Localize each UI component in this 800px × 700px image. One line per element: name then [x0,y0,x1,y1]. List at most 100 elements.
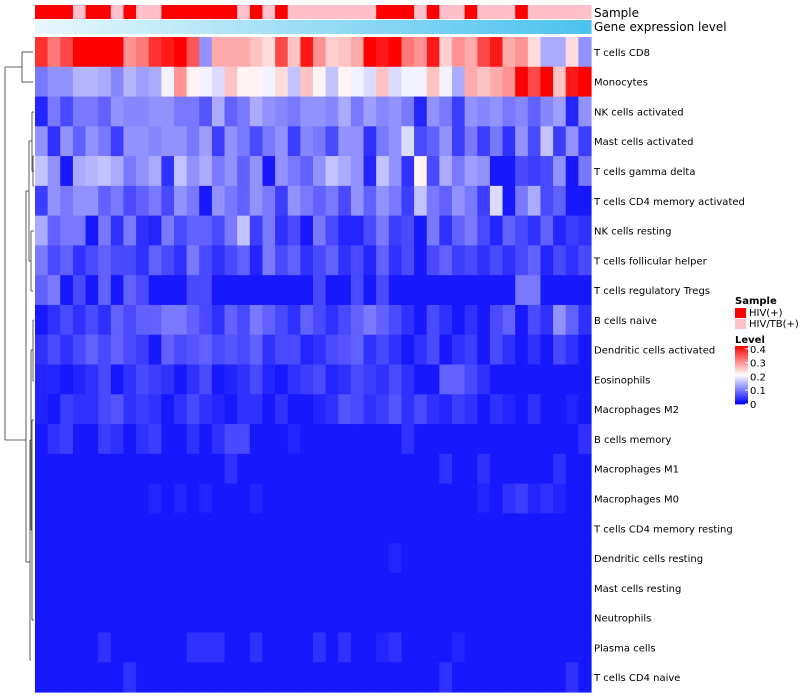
heatmap-cell [47,215,61,247]
heatmap-cell [565,632,579,663]
heatmap-cell [502,602,516,634]
heatmap-cell [199,364,213,395]
colorbar-segment [735,402,748,405]
heatmap-cell [224,304,238,336]
heatmap-cell [578,334,592,366]
heatmap-cell [211,275,226,306]
heatmap-cell [363,334,377,366]
heatmap-cell [237,126,251,157]
heatmap-cell [136,483,150,514]
heatmap-cell [439,543,453,574]
sample-annotation-cell [515,5,529,19]
heatmap-cell [161,513,175,544]
heatmap-cell [401,275,415,306]
heatmap-cell [565,275,579,306]
heatmap-cell [464,96,478,127]
colorbar-segment [735,380,748,383]
sample-annotation-cell [325,5,339,19]
heatmap-cell [578,394,592,425]
heatmap-cell [35,572,49,604]
heatmap-cell [72,483,87,514]
heatmap-cell [527,66,542,98]
expression-annotation-cell [426,20,440,34]
heatmap-cell [452,215,466,247]
heatmap-cell [224,66,238,98]
heatmap-cell [186,37,200,68]
heatmap-cell [489,543,504,574]
heatmap-cell [325,185,339,217]
heatmap-cell [123,513,137,544]
heatmap-cell [275,424,289,455]
heatmap-cell [110,572,125,604]
sample-annotation-cell [540,5,554,19]
heatmap-cell [148,394,162,425]
heatmap-cell [35,245,49,276]
heatmap-cell [376,334,390,366]
heatmap-cell [338,543,352,574]
heatmap-cell [136,572,150,604]
heatmap-cell [388,185,403,217]
heatmap-cell [439,364,453,395]
heatmap-cell [211,543,226,574]
heatmap-cell [262,453,276,485]
heatmap-cell [489,96,504,127]
heatmap-cell [174,543,188,574]
heatmap-cell [237,394,251,425]
heatmap-cell [300,304,314,336]
heatmap-cell [98,364,112,395]
heatmap-cell [174,572,188,604]
heatmap-cell [452,185,466,217]
heatmap-cell [161,126,175,157]
heatmap-cell [148,334,162,366]
heatmap-cell [148,483,162,514]
heatmap-cell [148,662,162,693]
heatmap-cell [110,453,125,485]
heatmap-cell [287,215,301,247]
heatmap-cell [249,334,264,366]
heatmap-cell [439,215,453,247]
heatmap-cell [477,185,491,217]
heatmap-cell [211,424,226,455]
heatmap-cell [325,96,339,127]
heatmap-cell [110,66,125,98]
heatmap-cell [211,96,226,127]
heatmap-cell [186,662,200,693]
heatmap-cell [110,424,125,455]
colorbar-segment [735,357,748,360]
heatmap-cell [136,304,150,336]
heatmap-cell [464,304,478,336]
heatmap-cell [553,602,567,634]
heatmap-cell [515,572,529,604]
heatmap-cell [553,424,567,455]
heatmap-cell [287,156,301,187]
heatmap-cell [477,245,491,276]
heatmap-cell [136,215,150,247]
sample-annotation-cell [262,5,276,19]
heatmap-cell [313,513,327,544]
heatmap-cell [98,513,112,544]
heatmap-cell [553,245,567,276]
heatmap-cell [452,304,466,336]
heatmap-cell [174,156,188,187]
sample-annotation-cell [553,5,567,19]
expression-annotation-cell [325,20,339,34]
heatmap-cell [477,96,491,127]
heatmap-cell [363,632,377,663]
heatmap-cell [60,156,74,187]
heatmap-cell [72,96,87,127]
heatmap-cell [464,424,478,455]
heatmap-cell [338,96,352,127]
heatmap-cell [186,96,200,127]
heatmap-cell [98,156,112,187]
sample-annotation-cell [123,5,137,19]
heatmap-cell [540,185,554,217]
heatmap-cell [148,572,162,604]
heatmap-cell [553,66,567,98]
heatmap-cell [174,364,188,395]
heatmap-cell [300,364,314,395]
heatmap-cell [464,662,478,693]
heatmap-cell [527,96,542,127]
expression-annotation-cell [338,20,352,34]
heatmap-cell [275,245,289,276]
heatmap-cell [439,632,453,663]
